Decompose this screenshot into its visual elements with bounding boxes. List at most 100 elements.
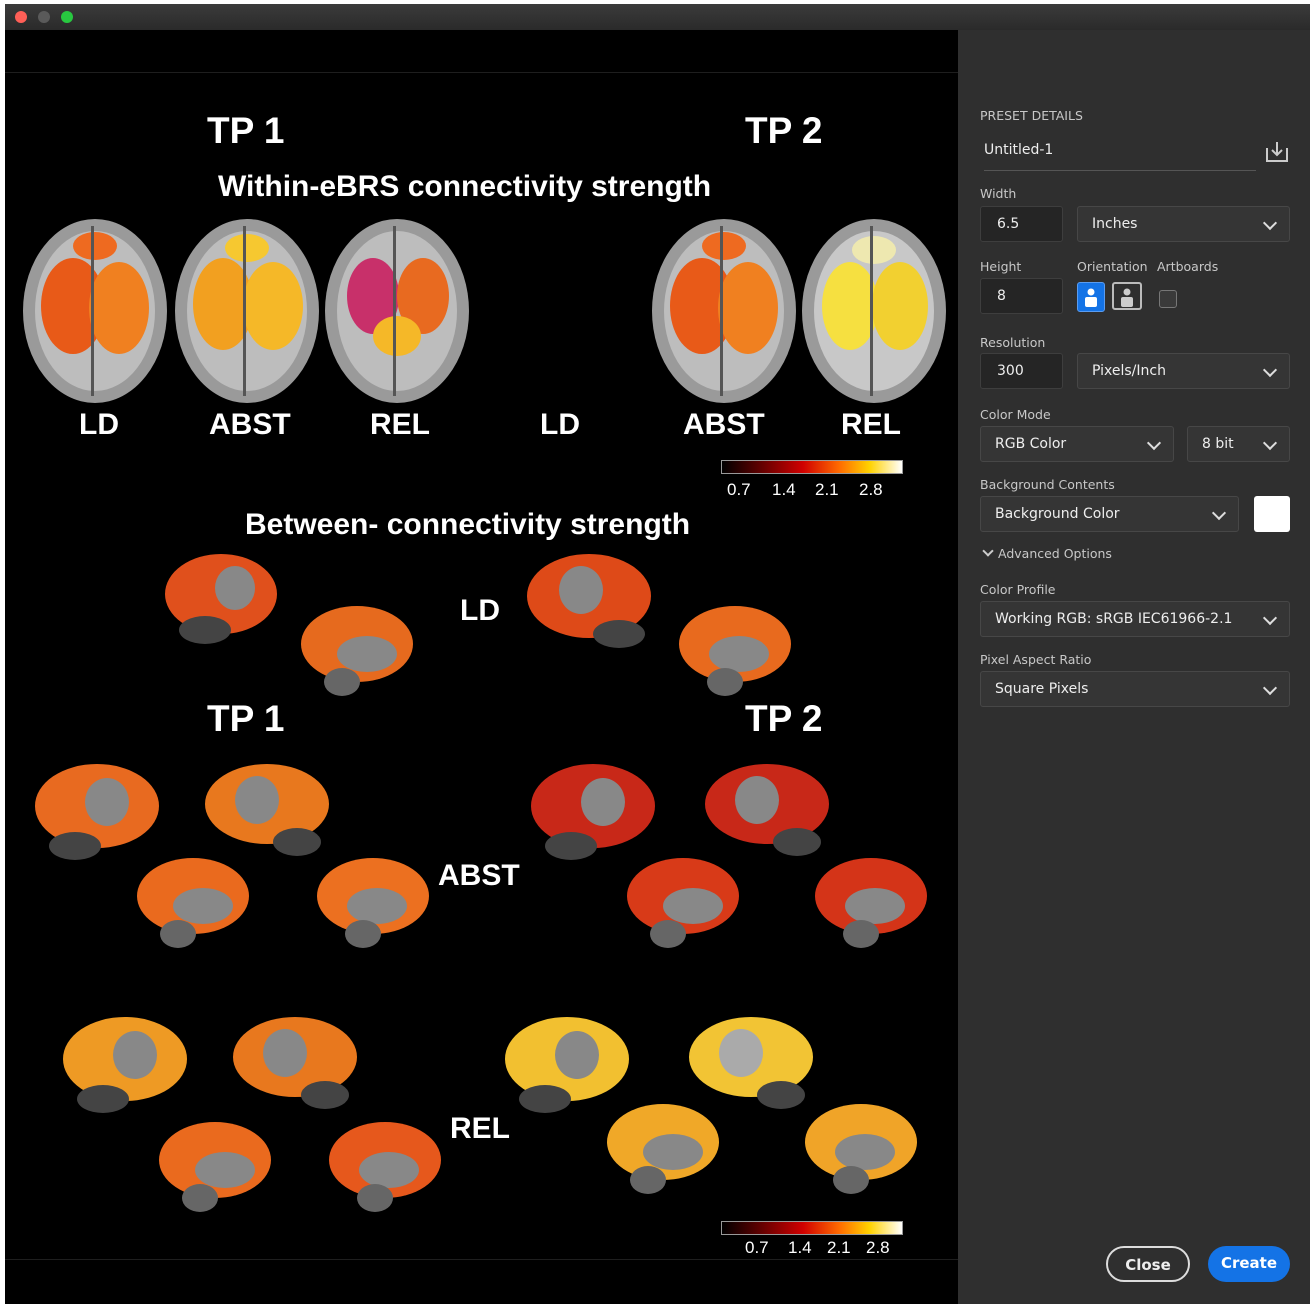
medial-brain	[159, 1122, 271, 1212]
zoom-window-button[interactable]	[61, 11, 73, 23]
preset-name-field[interactable]: Untitled-1	[984, 142, 1256, 171]
bit-depth-select[interactable]: 8 bit	[1187, 426, 1290, 462]
chevron-down-icon	[982, 545, 994, 557]
width-unit-select[interactable]: Inches	[1077, 206, 1290, 242]
axial-label-rel-tp2: REL	[841, 408, 901, 441]
resolution-input[interactable]: 300	[980, 353, 1063, 389]
landscape-orientation-button[interactable]	[1112, 282, 1142, 310]
landscape-icon	[1121, 288, 1133, 307]
color-profile-value: Working RGB: sRGB IEC61966-2.1	[995, 611, 1233, 627]
chevron-down-icon	[1262, 610, 1278, 626]
chevron-down-icon	[1262, 435, 1278, 451]
colorbar-top	[721, 460, 903, 474]
axial-brain-rel-tp2	[802, 219, 946, 403]
minimize-window-button[interactable]	[38, 11, 50, 23]
chevron-down-icon	[1211, 505, 1227, 521]
axial-brain-abst-tp1	[175, 219, 319, 403]
advanced-options-toggle[interactable]: Advanced Options	[980, 545, 1112, 566]
pixel-aspect-value: Square Pixels	[995, 681, 1089, 697]
lateral-brain	[63, 1017, 187, 1113]
color-mode-label: Color Mode	[980, 407, 1051, 422]
axial-label-rel-tp1: REL	[370, 408, 430, 441]
pixel-aspect-label: Pixel Aspect Ratio	[980, 652, 1092, 667]
colorbar-top-tick: 0.7	[727, 480, 751, 499]
tp2-mid-label: TP 2	[745, 698, 823, 739]
section-title: PRESET DETAILS	[980, 108, 1083, 123]
colorbar-bottom-tick: 1.4	[788, 1238, 812, 1257]
tp2-top-label: TP 2	[745, 110, 823, 151]
within-title: Within-eBRS connectivity strength	[218, 170, 712, 203]
between-title: Between- connectivity strength	[245, 508, 691, 541]
lateral-brain	[689, 1017, 813, 1109]
medial-brain	[805, 1104, 917, 1194]
lateral-brain	[233, 1017, 357, 1109]
portrait-orientation-button[interactable]	[1077, 282, 1105, 312]
background-label: Background Contents	[980, 477, 1115, 492]
medial-brain	[317, 858, 429, 948]
lateral-brain	[527, 554, 651, 648]
pixel-aspect-select[interactable]: Square Pixels	[980, 671, 1290, 707]
color-profile-label: Color Profile	[980, 582, 1056, 597]
axial-label-ld-tp1: LD	[79, 408, 119, 441]
row-label-rel: REL	[450, 1112, 510, 1145]
axial-label-abst-tp1: ABST	[209, 408, 291, 441]
divider	[5, 1259, 958, 1260]
background-color-swatch[interactable]	[1254, 496, 1290, 532]
colorbar-top-tick: 2.1	[815, 480, 839, 499]
medial-brain	[815, 858, 927, 948]
row-label-ld: LD	[460, 594, 500, 627]
portrait-icon	[1085, 288, 1097, 307]
axial-label-abst-tp2: ABST	[683, 408, 765, 441]
orientation-label: Orientation	[1077, 259, 1148, 274]
chevron-down-icon	[1262, 362, 1278, 378]
resolution-unit-value: Pixels/Inch	[1092, 363, 1166, 379]
close-window-button[interactable]	[15, 11, 27, 23]
close-button[interactable]: Close	[1106, 1246, 1190, 1282]
colorbar-top-tick: 2.8	[859, 480, 883, 499]
artboards-checkbox[interactable]	[1159, 290, 1177, 308]
lateral-brain	[165, 554, 277, 644]
chevron-down-icon	[1146, 435, 1162, 451]
color-profile-select[interactable]: Working RGB: sRGB IEC61966-2.1	[980, 601, 1290, 637]
artboards-label: Artboards	[1157, 259, 1219, 274]
title-bar	[5, 4, 1310, 30]
colorbar-bottom-tick: 2.1	[827, 1238, 851, 1257]
colorbar-bottom	[721, 1221, 903, 1235]
lateral-brain	[205, 764, 329, 856]
medial-brain	[607, 1104, 719, 1194]
medial-brain	[627, 858, 739, 948]
row-label-abst: ABST	[438, 859, 520, 892]
preset-details-panel: PRESET DETAILS Untitled-1 Width 6.5 Inch…	[958, 30, 1310, 1304]
divider	[5, 72, 958, 73]
width-unit-value: Inches	[1092, 216, 1138, 232]
axial-brain-ld-tp1	[23, 219, 167, 403]
width-label: Width	[980, 186, 1017, 201]
axial-label-ld-tp2: LD	[540, 408, 580, 441]
medial-brain	[329, 1122, 441, 1212]
background-value: Background Color	[995, 506, 1120, 522]
resolution-label: Resolution	[980, 335, 1046, 350]
advanced-options-label: Advanced Options	[998, 546, 1112, 561]
resolution-unit-select[interactable]: Pixels/Inch	[1077, 353, 1290, 389]
bit-depth-value: 8 bit	[1202, 436, 1234, 452]
background-select[interactable]: Background Color	[980, 496, 1239, 532]
save-preset-icon[interactable]	[1264, 140, 1290, 164]
dialog-window: TP 1 TP 2 Within-eBRS connectivity stren…	[5, 4, 1310, 1304]
medial-brain	[137, 858, 249, 948]
height-label: Height	[980, 259, 1022, 274]
create-button[interactable]: Create	[1208, 1246, 1290, 1282]
medial-brain	[301, 606, 413, 696]
tp1-top-label: TP 1	[207, 110, 285, 151]
lateral-brain	[705, 764, 829, 856]
medial-brain	[679, 606, 791, 696]
width-input[interactable]: 6.5	[980, 206, 1063, 242]
chevron-down-icon	[1262, 215, 1278, 231]
color-mode-select[interactable]: RGB Color	[980, 426, 1174, 462]
height-input[interactable]: 8	[980, 278, 1063, 314]
preview-canvas: TP 1 TP 2 Within-eBRS connectivity stren…	[5, 30, 958, 1304]
axial-brain-abst-tp2	[652, 219, 796, 403]
color-mode-value: RGB Color	[995, 436, 1067, 452]
chevron-down-icon	[1262, 680, 1278, 696]
colorbar-bottom-tick: 0.7	[745, 1238, 769, 1257]
axial-brain-rel-tp1	[325, 219, 469, 403]
